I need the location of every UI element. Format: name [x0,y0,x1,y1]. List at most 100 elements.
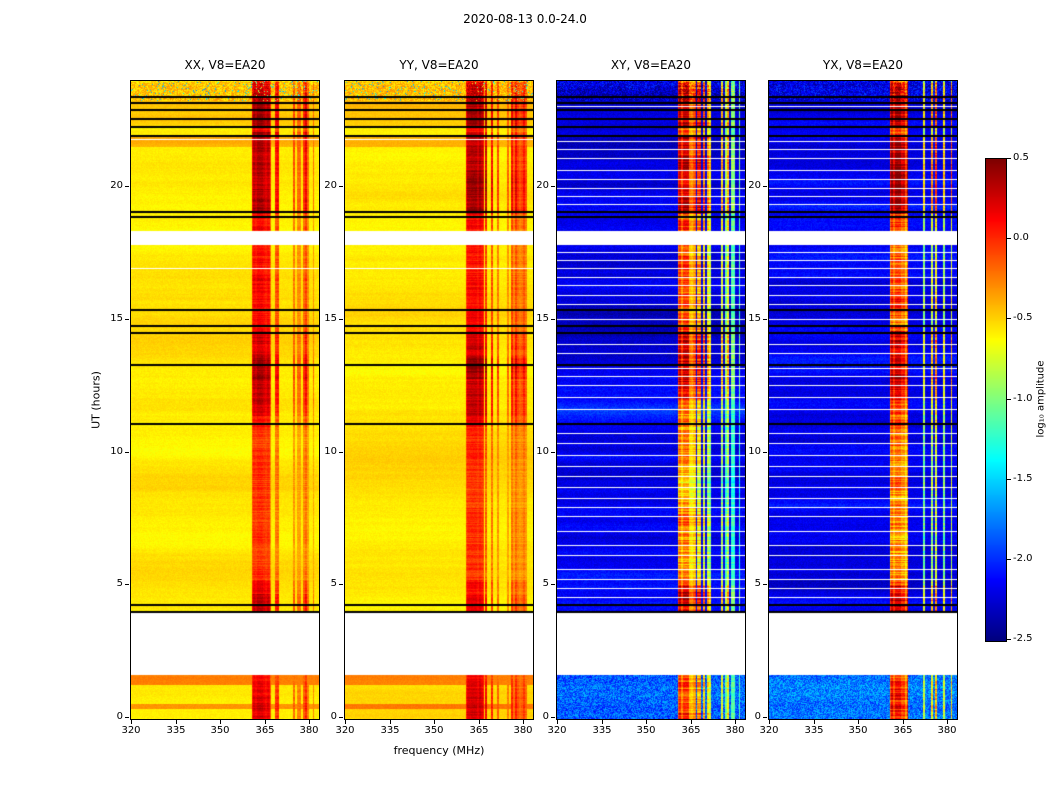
y-tick-label: 0 [116,711,123,722]
y-tick-label: 0 [330,711,337,722]
y-tick-label: 10 [110,446,123,457]
y-tick-label: 5 [116,578,123,589]
y-tick-mark [125,584,129,585]
x-tick-label: 320 [547,725,567,736]
x-tick-label: 320 [121,725,141,736]
y-tick-mark [339,452,343,453]
x-tick-mark [479,720,480,724]
y-tick-mark [125,717,129,718]
y-tick-mark [763,717,767,718]
y-tick-mark [763,584,767,585]
y-tick-mark [551,717,555,718]
colorbar-gradient [986,159,1006,641]
panel-xx: XX, V8=EA20 [130,58,320,720]
y-tick-mark [551,319,555,320]
colorbar-tick-label: -1.5 [1013,473,1033,484]
panel-title-yy: YY, V8=EA20 [399,58,479,72]
colorbar-tick-mark [1007,479,1011,480]
x-tick-label: 350 [424,725,444,736]
y-tick-mark [551,584,555,585]
x-tick-mark [345,720,346,724]
y-tick-mark [125,452,129,453]
x-tick-label: 335 [380,725,400,736]
x-tick-mark [602,720,603,724]
colorbar-tick-mark [1007,238,1011,239]
heatmap-xy [557,81,745,719]
x-tick-label: 350 [210,725,230,736]
x-tick-mark [176,720,177,724]
colorbar-tick-mark [1007,559,1011,560]
y-tick-label: 10 [748,446,761,457]
y-tick-label: 10 [324,446,337,457]
x-tick-label: 335 [166,725,186,736]
colorbar-tick-mark [1007,318,1011,319]
x-tick-mark [814,720,815,724]
colorbar-tick-label: -2.5 [1013,633,1033,644]
heatmap-xx [131,81,319,719]
panel-title-yx: YX, V8=EA20 [822,58,904,72]
panel-xy: XY, V8=EA20 [556,58,746,720]
y-tick-label: 0 [542,711,549,722]
x-tick-label: 365 [255,725,275,736]
x-tick-label: 320 [759,725,779,736]
figure-title: 2020-08-13 0.0-24.0 [463,12,587,26]
colorbar [985,158,1007,642]
x-axis-label: frequency (MHz) [393,744,485,757]
x-tick-mark [691,720,692,724]
x-tick-label: 380 [513,725,533,736]
colorbar-tick-label: 0.5 [1013,152,1029,163]
y-tick-mark [125,186,129,187]
y-tick-label: 15 [748,313,761,324]
y-tick-label: 0 [754,711,761,722]
y-axis-label: UT (hours) [89,371,103,429]
y-tick-mark [339,186,343,187]
colorbar-tick-label: -0.5 [1013,312,1033,323]
x-tick-label: 335 [804,725,824,736]
y-tick-label: 15 [536,313,549,324]
y-tick-mark [763,186,767,187]
x-tick-mark [265,720,266,724]
colorbar-tick-label: 0.0 [1013,232,1029,243]
x-tick-label: 365 [893,725,913,736]
x-tick-mark [309,720,310,724]
x-tick-label: 380 [937,725,957,736]
y-tick-label: 15 [110,313,123,324]
x-tick-mark [858,720,859,724]
x-tick-mark [523,720,524,724]
x-tick-mark [947,720,948,724]
panel-yx: YX, V8=EA20 [768,58,958,720]
x-tick-mark [220,720,221,724]
x-tick-label: 365 [469,725,489,736]
y-tick-mark [339,584,343,585]
y-tick-label: 5 [330,578,337,589]
x-tick-label: 380 [725,725,745,736]
x-tick-label: 320 [335,725,355,736]
y-tick-label: 10 [536,446,549,457]
x-tick-mark [735,720,736,724]
x-tick-mark [131,720,132,724]
x-tick-label: 350 [848,725,868,736]
x-tick-mark [646,720,647,724]
y-tick-label: 20 [110,180,123,191]
y-tick-mark [763,319,767,320]
colorbar-tick-mark [1007,158,1011,159]
y-tick-label: 20 [536,180,549,191]
heatmap-yx [769,81,957,719]
y-tick-mark [551,452,555,453]
panel-title-xx: XX, V8=EA20 [184,58,266,72]
colorbar-tick-mark [1007,399,1011,400]
y-tick-mark [339,717,343,718]
y-tick-label: 5 [754,578,761,589]
x-tick-mark [769,720,770,724]
y-tick-mark [125,319,129,320]
colorbar-tick-label: -1.0 [1013,393,1033,404]
x-tick-mark [434,720,435,724]
panel-yy: YY, V8=EA20 [344,58,534,720]
y-tick-label: 20 [324,180,337,191]
y-tick-mark [339,319,343,320]
y-tick-label: 20 [748,180,761,191]
heatmap-yy [345,81,533,719]
y-tick-label: 15 [324,313,337,324]
y-tick-mark [763,452,767,453]
